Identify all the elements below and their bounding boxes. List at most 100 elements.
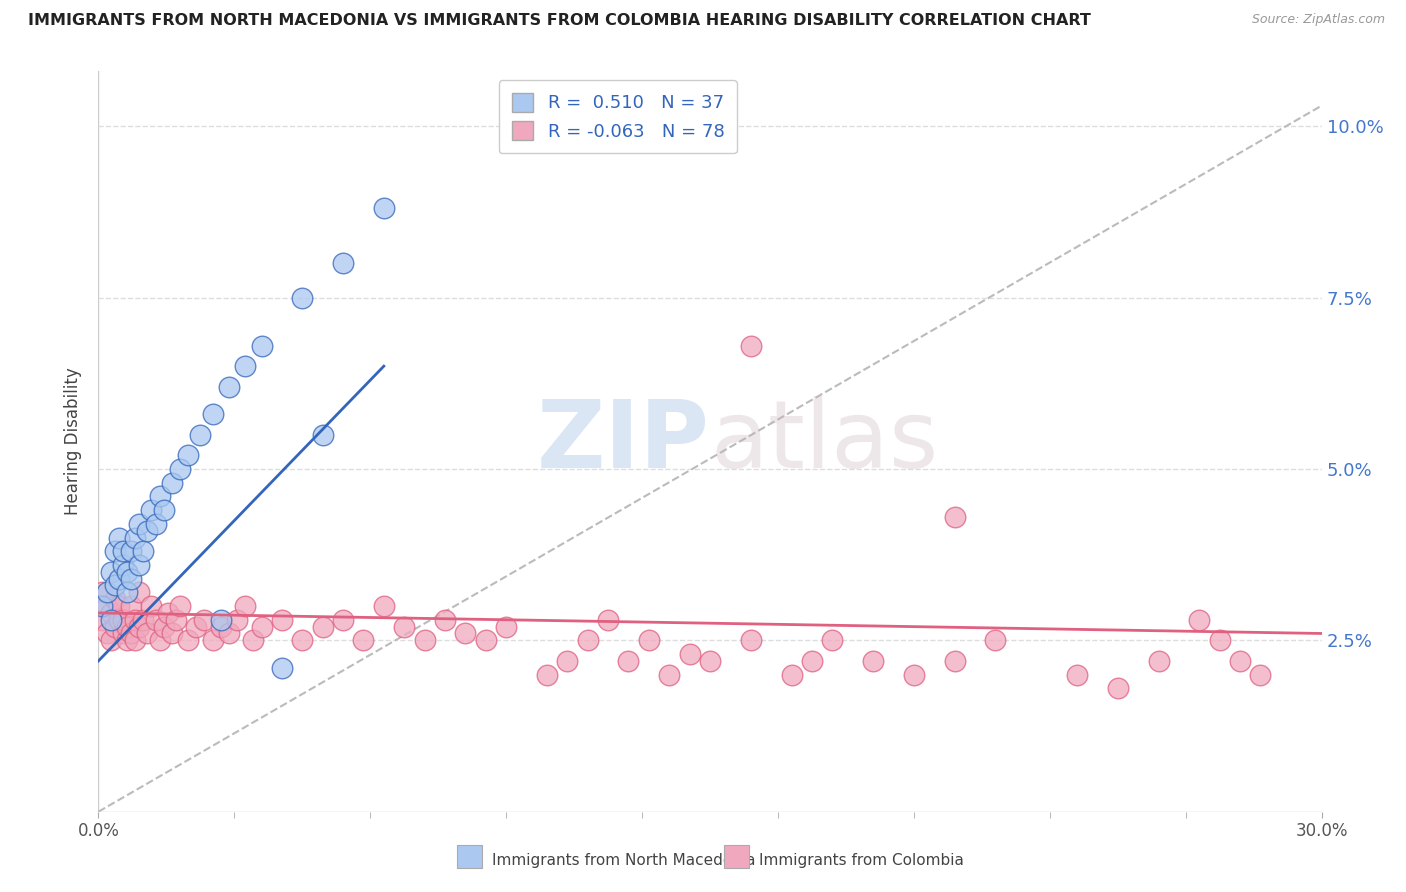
Point bbox=[141, 599, 163, 613]
Point bbox=[128, 558, 150, 572]
Point bbox=[193, 613, 215, 627]
Point bbox=[115, 565, 138, 579]
Point bbox=[120, 626, 142, 640]
Point bbox=[100, 606, 122, 620]
Point bbox=[699, 654, 721, 668]
Point bbox=[821, 633, 844, 648]
Point bbox=[160, 626, 183, 640]
Point bbox=[160, 475, 183, 490]
Point bbox=[780, 667, 803, 681]
Text: atlas: atlas bbox=[710, 395, 938, 488]
Point bbox=[132, 544, 155, 558]
Point bbox=[91, 613, 114, 627]
Point bbox=[186, 619, 208, 633]
Point bbox=[104, 592, 127, 607]
Point bbox=[169, 599, 191, 613]
Point bbox=[312, 427, 335, 442]
Point bbox=[218, 380, 240, 394]
Point bbox=[332, 256, 354, 270]
Point bbox=[188, 427, 212, 442]
Point bbox=[312, 619, 335, 633]
Point bbox=[658, 667, 681, 681]
Text: ZIP: ZIP bbox=[537, 395, 710, 488]
Point bbox=[617, 654, 640, 668]
Point bbox=[120, 544, 142, 558]
Point bbox=[100, 565, 122, 579]
Text: Immigrants from Colombia: Immigrants from Colombia bbox=[759, 854, 965, 868]
Point bbox=[218, 626, 240, 640]
Point bbox=[250, 619, 273, 633]
Point bbox=[145, 516, 167, 531]
Point bbox=[104, 619, 127, 633]
Point bbox=[108, 531, 131, 545]
Point bbox=[740, 338, 762, 352]
Point bbox=[128, 619, 150, 633]
Point bbox=[177, 448, 200, 462]
Point bbox=[1229, 654, 1251, 668]
Point bbox=[209, 619, 232, 633]
Point bbox=[104, 578, 127, 592]
Point bbox=[136, 626, 159, 640]
Point bbox=[332, 613, 354, 627]
Point bbox=[91, 599, 114, 613]
Point bbox=[120, 572, 142, 586]
Point bbox=[145, 613, 167, 627]
Point bbox=[100, 613, 122, 627]
Point bbox=[291, 291, 314, 305]
Point bbox=[149, 489, 172, 503]
Point bbox=[637, 633, 661, 648]
Point bbox=[124, 633, 146, 648]
Point bbox=[111, 626, 134, 640]
Text: Immigrants from North Macedonia: Immigrants from North Macedonia bbox=[492, 854, 755, 868]
Point bbox=[124, 613, 146, 627]
Point bbox=[111, 558, 134, 572]
Point bbox=[242, 633, 264, 648]
Point bbox=[536, 667, 558, 681]
Point bbox=[270, 661, 294, 675]
Point bbox=[152, 619, 174, 633]
Point bbox=[96, 599, 118, 613]
Point bbox=[128, 516, 150, 531]
Point bbox=[149, 633, 172, 648]
Point bbox=[250, 338, 273, 352]
Point bbox=[291, 633, 314, 648]
Point bbox=[233, 599, 256, 613]
Point bbox=[576, 633, 599, 648]
Point bbox=[108, 599, 131, 613]
Point bbox=[141, 503, 163, 517]
Point bbox=[209, 613, 232, 627]
Point bbox=[352, 633, 374, 648]
Point bbox=[373, 599, 395, 613]
Point bbox=[111, 613, 134, 627]
Point bbox=[555, 654, 579, 668]
Point bbox=[1066, 667, 1088, 681]
Point bbox=[270, 613, 294, 627]
Legend: R =  0.510   N = 37, R = -0.063   N = 78: R = 0.510 N = 37, R = -0.063 N = 78 bbox=[499, 80, 737, 153]
Point bbox=[1147, 654, 1170, 668]
Point bbox=[984, 633, 1007, 648]
Point bbox=[124, 531, 146, 545]
Point bbox=[226, 613, 249, 627]
Point bbox=[801, 654, 824, 668]
Point bbox=[115, 585, 138, 599]
Point bbox=[740, 633, 762, 648]
Point bbox=[474, 633, 498, 648]
Point bbox=[169, 462, 191, 476]
Point bbox=[943, 654, 966, 668]
Point bbox=[495, 619, 517, 633]
Point bbox=[165, 613, 187, 627]
Point bbox=[136, 524, 159, 538]
Point bbox=[454, 626, 477, 640]
Point bbox=[96, 585, 118, 599]
Point bbox=[120, 599, 142, 613]
Point bbox=[132, 613, 155, 627]
Point bbox=[679, 647, 702, 661]
Point bbox=[903, 667, 925, 681]
Y-axis label: Hearing Disability: Hearing Disability bbox=[65, 368, 83, 516]
Point bbox=[111, 544, 134, 558]
Point bbox=[104, 544, 127, 558]
Point bbox=[862, 654, 884, 668]
Point bbox=[201, 407, 224, 421]
Text: Source: ZipAtlas.com: Source: ZipAtlas.com bbox=[1251, 13, 1385, 27]
Point bbox=[233, 359, 256, 373]
